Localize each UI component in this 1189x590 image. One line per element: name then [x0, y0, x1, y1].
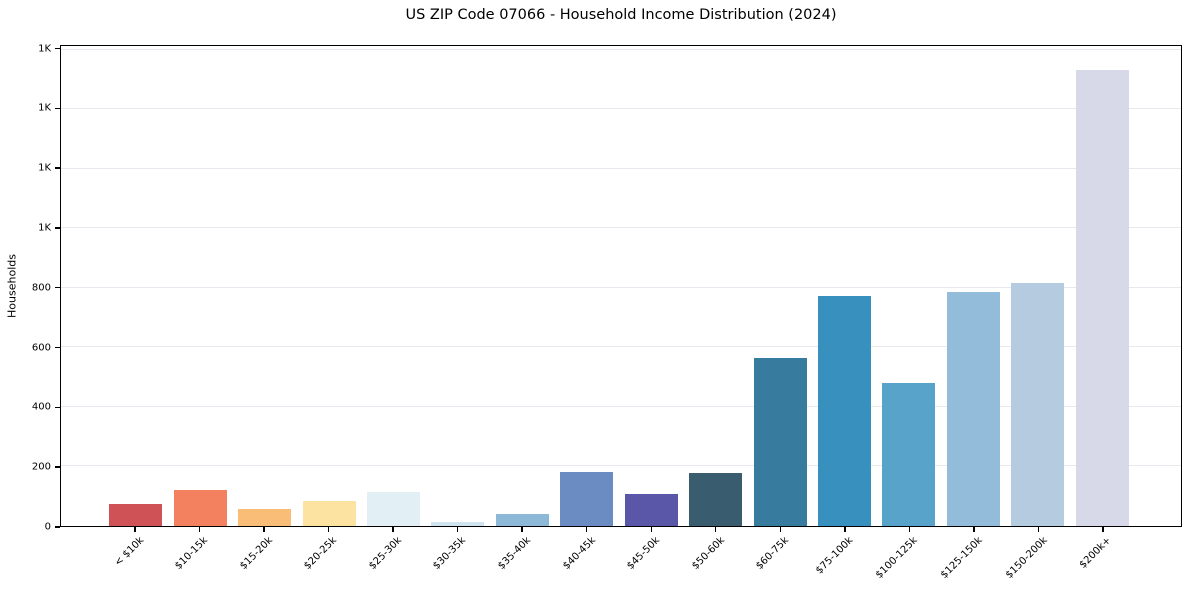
x-tick-label: $60-75k: [754, 535, 792, 572]
x-tick-label: $40-45k: [560, 535, 598, 572]
y-tick: [55, 287, 60, 289]
y-tick-label: 400: [31, 401, 51, 413]
gridline: [61, 227, 1181, 229]
bar: [173, 490, 227, 526]
bar: [495, 514, 549, 526]
y-tick-label: 600: [31, 342, 51, 354]
gridline: [61, 405, 1181, 407]
x-tick-label: $125-150k: [938, 535, 985, 581]
y-tick-label: 1K: [38, 43, 51, 55]
y-tick: [55, 406, 60, 409]
gridline: [61, 465, 1181, 467]
x-tick-label: $25-30k: [366, 535, 404, 572]
x-tick: [521, 527, 523, 532]
y-axis-label: Households: [5, 254, 19, 318]
x-tick: [263, 527, 265, 532]
gridline: [61, 167, 1181, 169]
x-tick-label: $10-15k: [173, 535, 211, 572]
bar: [689, 473, 743, 526]
bar: [624, 493, 678, 526]
plot-area: [60, 45, 1182, 527]
x-tick: [715, 527, 717, 532]
x-tick-label: $20-25k: [302, 535, 340, 572]
y-tick-label: 1K: [38, 102, 51, 114]
bar: [817, 296, 871, 526]
bar: [431, 521, 485, 526]
y-tick: [55, 107, 60, 110]
x-tick-label: $45-50k: [625, 535, 663, 572]
y-tick-label: 800: [31, 282, 51, 294]
x-tick: [327, 527, 330, 532]
x-tick: [134, 527, 136, 532]
bar: [367, 491, 420, 526]
gridline: [61, 108, 1181, 110]
bar: [753, 357, 807, 526]
x-tick: [198, 527, 201, 532]
x-tick: [908, 527, 911, 532]
x-tick-label: $50-60k: [689, 535, 727, 572]
y-tick: [55, 227, 60, 229]
y-tick-label: 0: [44, 521, 51, 533]
gridline: [61, 48, 1181, 50]
y-tick: [55, 526, 60, 528]
y-tick-label: 1K: [38, 162, 51, 174]
bar: [1011, 283, 1065, 526]
x-tick: [1037, 527, 1040, 532]
bar: [882, 383, 936, 526]
x-tick: [973, 527, 975, 532]
x-tick: [779, 527, 781, 532]
x-tick-label: $75-100k: [814, 535, 856, 577]
x-tick-label: $100-125k: [874, 535, 921, 581]
x-tick-label: $150-200k: [1003, 535, 1050, 581]
x-tick: [1102, 527, 1104, 532]
y-tick: [55, 346, 60, 349]
x-tick-label: $35-40k: [496, 535, 533, 572]
bar: [946, 291, 1000, 526]
y-tick: [55, 47, 60, 50]
x-tick-label: $30-35k: [431, 535, 469, 572]
x-tick: [586, 527, 588, 532]
y-tick: [55, 466, 60, 468]
y-tick-label: 1K: [38, 222, 51, 234]
x-tick: [844, 527, 846, 532]
x-tick: [650, 527, 652, 532]
bar: [302, 500, 356, 526]
x-tick: [392, 527, 394, 532]
x-tick-label: $200k+: [1077, 535, 1114, 571]
bar: [238, 509, 292, 526]
gridline: [61, 286, 1181, 288]
x-tick-label: $15-20k: [237, 535, 275, 572]
x-tick: [456, 527, 459, 532]
gridline: [61, 346, 1181, 348]
x-tick-label: < $10k: [112, 535, 146, 569]
bar: [560, 472, 614, 526]
y-tick: [55, 167, 60, 169]
chart-title: US ZIP Code 07066 - Household Income Dis…: [405, 7, 837, 23]
bar: [1075, 70, 1129, 526]
y-tick-label: 200: [31, 461, 51, 473]
bar: [109, 503, 163, 526]
